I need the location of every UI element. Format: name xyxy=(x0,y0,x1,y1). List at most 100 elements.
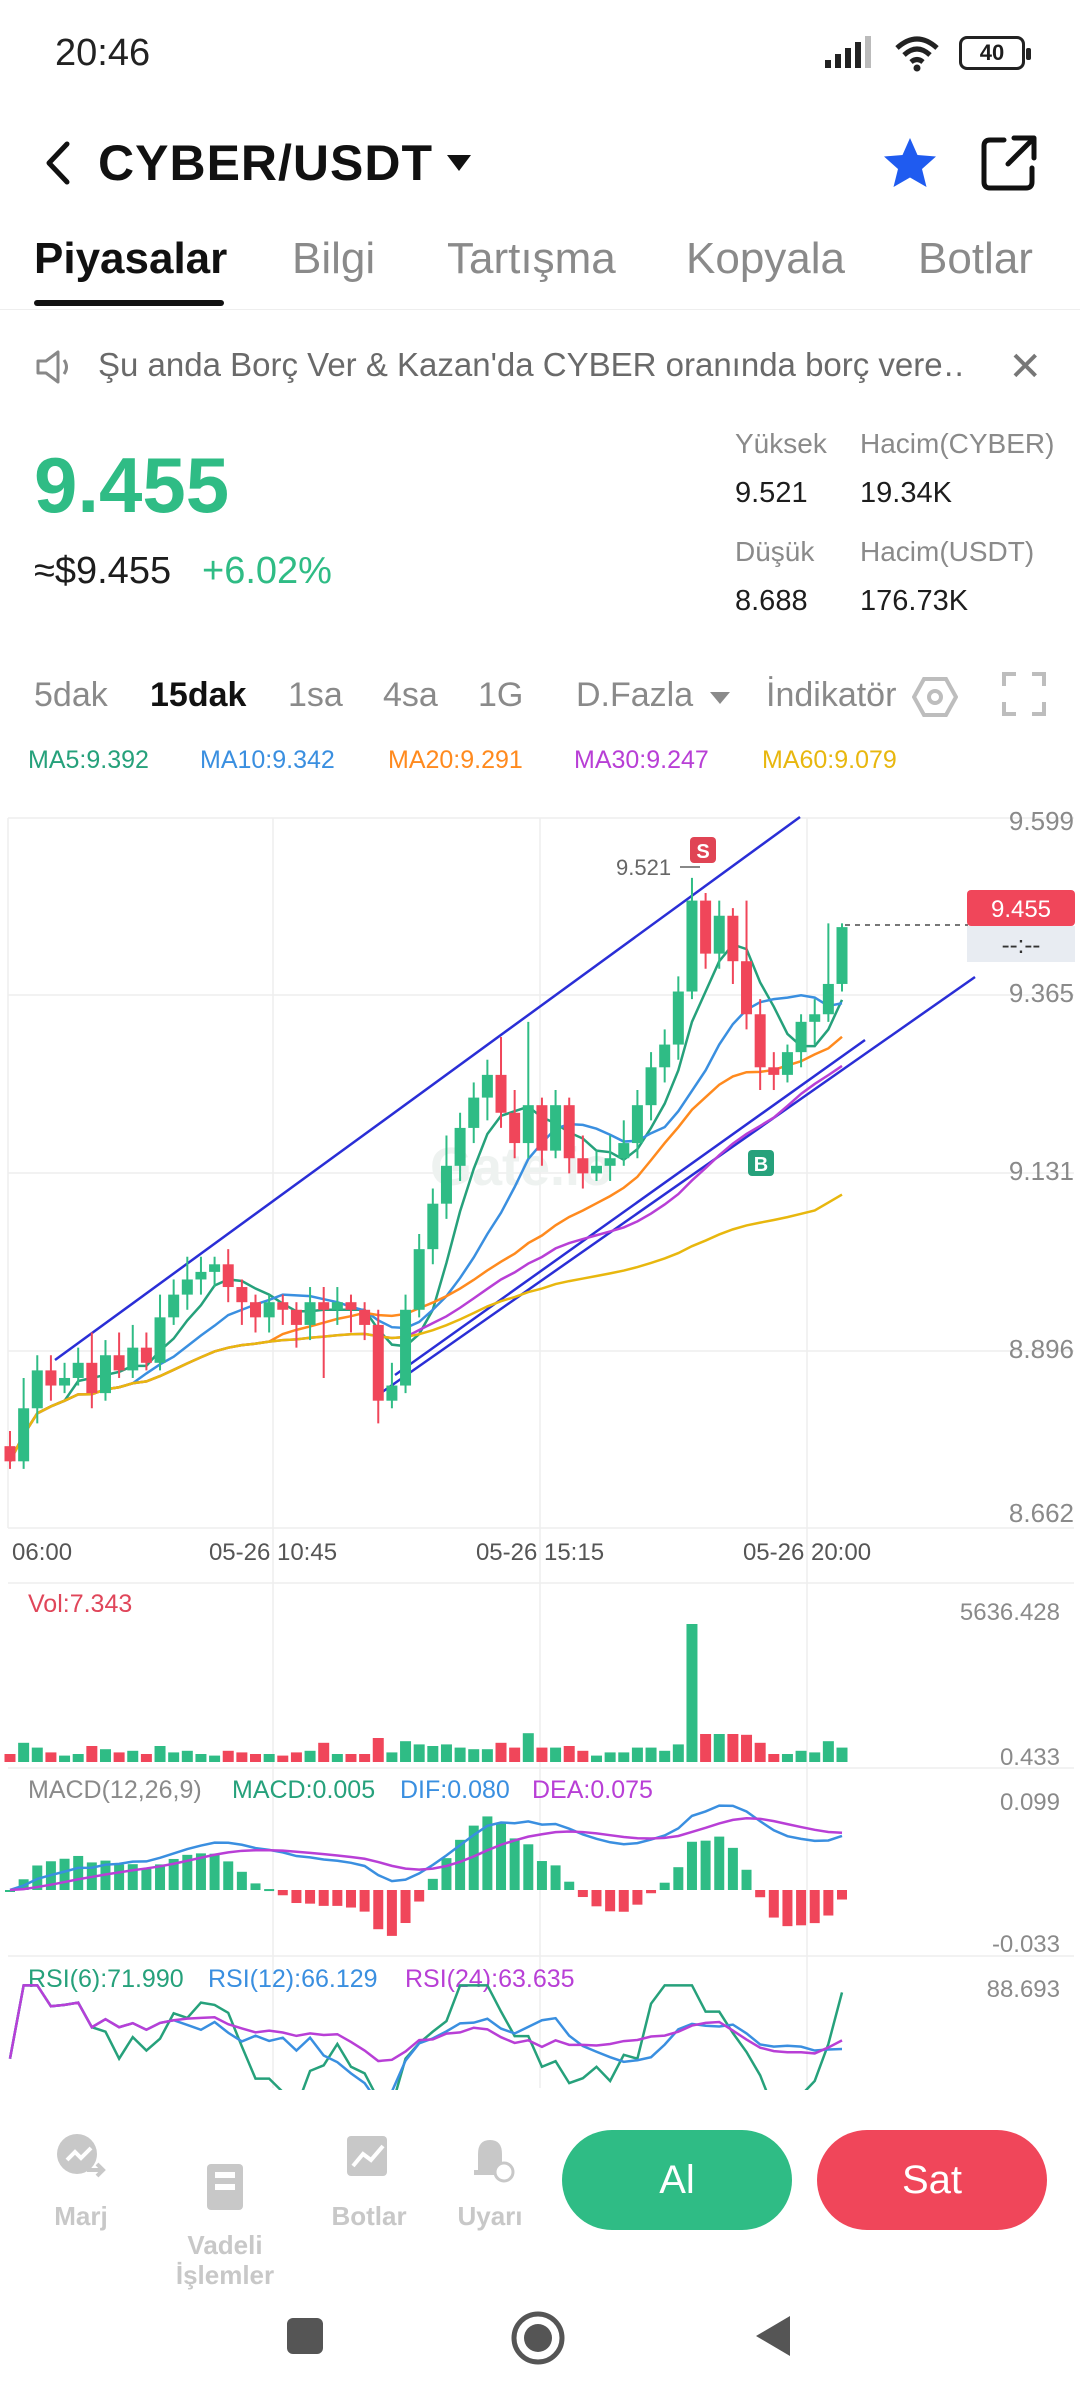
futures-button[interactable]: Vadeli İşlemler xyxy=(170,2130,280,2320)
macd-bar xyxy=(155,1864,166,1890)
volume-bar xyxy=(590,1755,602,1762)
macd-bar xyxy=(182,1854,193,1890)
candle-body xyxy=(468,1097,480,1128)
volume-bar xyxy=(700,1734,712,1762)
candle-body xyxy=(99,1355,111,1394)
volume-min-label: 0.433 xyxy=(1000,1744,1060,1771)
macd-bar xyxy=(536,1861,547,1890)
macd-bar xyxy=(591,1890,602,1907)
volume-bar xyxy=(45,1752,57,1762)
candle-body xyxy=(618,1143,630,1159)
favorite-star-icon[interactable] xyxy=(880,134,940,194)
candle-body xyxy=(72,1362,84,1378)
bots-button[interactable]: Botlar xyxy=(314,2130,424,2232)
ma10-line xyxy=(8,994,843,1462)
alerts-button[interactable]: Uyarı xyxy=(435,2130,545,2232)
macd-bar xyxy=(223,1861,234,1890)
volume-bar xyxy=(318,1742,330,1762)
margin-button[interactable]: Marj xyxy=(26,2130,136,2232)
share-external-icon[interactable] xyxy=(978,132,1040,194)
volume-bar xyxy=(713,1734,725,1762)
macd-bar xyxy=(686,1841,697,1890)
high-label: Yüksek xyxy=(735,428,827,459)
price-change-percent: +6.02% xyxy=(202,550,332,592)
candle-body xyxy=(168,1294,180,1318)
x-tick-label: 05-26 15:15 xyxy=(476,1539,604,1566)
macd-bar xyxy=(250,1883,261,1890)
candle-body xyxy=(427,1203,439,1250)
volume-bar xyxy=(509,1747,521,1762)
low-label: Düşük xyxy=(735,536,815,567)
x-tick-label: 06:00 xyxy=(12,1539,72,1566)
volume-bar xyxy=(754,1742,766,1762)
volume-quote-value: 176.73K xyxy=(860,585,969,617)
candlesticks xyxy=(4,877,848,1469)
timeframe-15m[interactable]: 15dak xyxy=(150,676,247,714)
macd-bar xyxy=(359,1890,370,1912)
macd-bar xyxy=(796,1890,807,1926)
timeframe-5m[interactable]: 5dak xyxy=(34,676,108,714)
volume-max-label: 5636.428 xyxy=(960,1599,1060,1626)
volume-bar xyxy=(250,1754,262,1762)
candle-body xyxy=(809,1014,821,1022)
macd-bar xyxy=(632,1890,643,1905)
dea-line xyxy=(9,1816,843,1892)
back-nav-icon[interactable] xyxy=(752,2312,794,2360)
close-icon[interactable]: ✕ xyxy=(1008,345,1042,389)
tab-discussion[interactable]: Tartışma xyxy=(447,234,616,283)
tab-bots[interactable]: Botlar xyxy=(918,234,1033,283)
candle-body xyxy=(454,1127,466,1166)
macd-bar xyxy=(673,1867,684,1890)
tab-copy[interactable]: Kopyala xyxy=(686,234,846,283)
candle-body xyxy=(127,1347,139,1371)
buy-button[interactable]: Al xyxy=(562,2130,792,2230)
candle-body xyxy=(781,1052,793,1075)
macd-bar xyxy=(5,1890,15,1892)
candle-body xyxy=(550,1105,562,1151)
countdown-tag-bg xyxy=(967,926,1075,962)
volume-bars xyxy=(4,1624,848,1762)
macd-bar xyxy=(468,1825,479,1890)
bottom-action-bar: Marj Vadeli İşlemler Botlar Uyarı Al Sat xyxy=(0,2095,1080,2290)
x-tick-label: 05-26 20:00 xyxy=(743,1539,871,1566)
macd-bar xyxy=(564,1881,575,1890)
candle-body xyxy=(304,1302,316,1325)
announcement-banner[interactable]: Şu anda Borç Ver & Kazan'da CYBER oranın… xyxy=(0,330,1080,404)
timeframe-1h[interactable]: 1sa xyxy=(288,676,343,714)
sell-button[interactable]: Sat xyxy=(817,2130,1047,2230)
macd-bar xyxy=(441,1858,452,1890)
pair-selector[interactable]: CYBER/USDT xyxy=(98,118,472,208)
volume-bar xyxy=(263,1754,275,1762)
macd-bar xyxy=(809,1890,820,1924)
volume-bar xyxy=(495,1742,507,1762)
fullscreen-icon[interactable] xyxy=(1002,672,1046,716)
futures-icon xyxy=(207,2164,243,2210)
volume-bar xyxy=(345,1754,357,1762)
candle-body xyxy=(645,1067,657,1106)
back-button[interactable] xyxy=(28,128,88,198)
ma30-line xyxy=(8,1064,843,1462)
timeframe-4h[interactable]: 4sa xyxy=(383,676,438,714)
candle-body xyxy=(631,1105,643,1144)
recent-apps-icon[interactable] xyxy=(285,2316,325,2356)
home-icon[interactable] xyxy=(510,2310,566,2366)
macd-bar xyxy=(73,1855,84,1890)
macd-bar xyxy=(700,1840,711,1890)
volume-bar xyxy=(400,1741,412,1762)
timeframe-1d[interactable]: 1G xyxy=(478,676,524,714)
macd-bar xyxy=(714,1836,725,1890)
macd-bar xyxy=(345,1890,356,1908)
wifi-icon xyxy=(895,36,939,72)
macd-bar xyxy=(386,1890,397,1936)
candle-body xyxy=(331,1302,343,1310)
macd-bar xyxy=(195,1853,206,1890)
timeframe-more[interactable]: D.Fazla xyxy=(576,676,731,715)
candle-body xyxy=(400,1309,412,1386)
macd-bar xyxy=(782,1890,793,1927)
kline-chart[interactable]: Gate.io 9.599 9.365 9.131 8.896 8.662 06… xyxy=(0,800,1080,2090)
hexagon-settings-icon xyxy=(911,677,959,718)
tab-info[interactable]: Bilgi xyxy=(292,234,376,283)
tab-markets[interactable]: Piyasalar xyxy=(34,234,228,283)
candle-body xyxy=(290,1309,302,1325)
indicator-button[interactable]: İndikatör xyxy=(766,676,959,718)
